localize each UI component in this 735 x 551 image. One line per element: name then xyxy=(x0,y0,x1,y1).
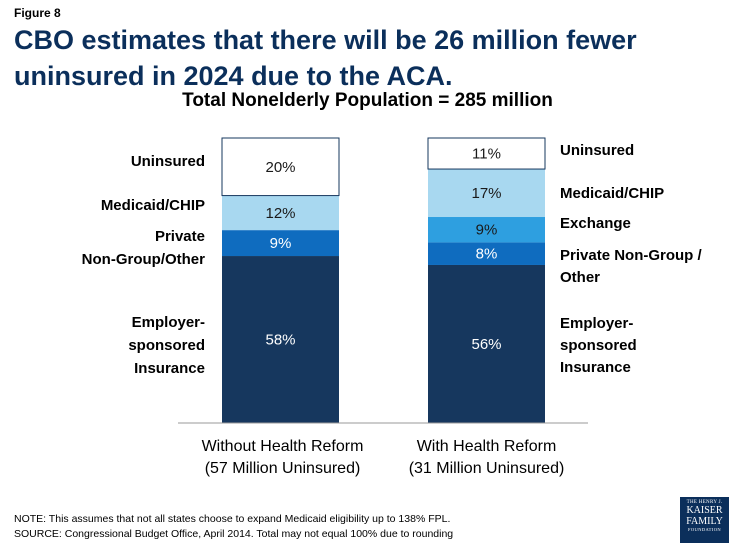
category-label-0-line-0: Without Health Reform xyxy=(202,438,364,455)
bar-segment-employer-sponsored-insurance-1 xyxy=(428,264,545,423)
right-legend-label-4-2: Insurance xyxy=(560,359,631,376)
bar-segment-medicaid-chip-0 xyxy=(222,195,339,231)
data-label-exchange-1: 9% xyxy=(476,222,498,239)
bar-segment-medicaid-chip-1 xyxy=(428,169,545,218)
chart-title: CBO estimates that there will be 26 mill… xyxy=(14,25,637,91)
bar-segment-uninsured-1 xyxy=(427,137,546,170)
right-legend-label-3-0: Private Non-Group / xyxy=(560,247,703,264)
category-label-1-line-1: (31 Million Uninsured) xyxy=(409,460,565,477)
left-legend-label-0-0: Uninsured xyxy=(131,153,205,170)
left-legend-label-2-1: Non-Group/Other xyxy=(82,251,205,268)
left-legend-label-3-2: Insurance xyxy=(134,360,205,377)
bar-segment-exchange-1 xyxy=(428,217,545,243)
left-legend-label-3-1: sponsored xyxy=(128,337,205,354)
right-legend-label-1-0: Medicaid/CHIP xyxy=(560,185,664,202)
category-label-1-line-0: With Health Reform xyxy=(417,438,557,455)
right-legend-label-2-0: Exchange xyxy=(560,215,631,232)
logo-line-1: THE HENRY J. xyxy=(686,500,723,505)
left-legend-label-1-0: Medicaid/CHIP xyxy=(101,197,205,214)
logo-line-3: FAMILY xyxy=(686,516,723,527)
right-legend-label-0-0: Uninsured xyxy=(560,142,634,159)
kff-logo: THE HENRY J. KAISER FAMILY FOUNDATION xyxy=(680,497,729,543)
left-legend-label-2-0: Private xyxy=(155,228,205,245)
footnote: NOTE: This assumes that not all states c… xyxy=(14,512,453,542)
bar-segment-employer-sponsored-insurance-0 xyxy=(222,256,339,423)
bar-segment-uninsured-0 xyxy=(221,137,340,197)
data-label-uninsured-1: 11% xyxy=(472,146,501,163)
right-legend-label-3-1: Other xyxy=(560,269,600,286)
bar-segment-private-non-group-other-1 xyxy=(428,242,545,265)
category-label-0-line-1: (57 Million Uninsured) xyxy=(205,460,361,477)
note-text: NOTE: This assumes that not all states c… xyxy=(14,513,451,525)
chart-subtitle: Total Nonelderly Population = 285 millio… xyxy=(182,90,553,111)
right-legend-label-4-1: sponsored xyxy=(560,337,637,354)
data-label-medicaid-chip-0: 12% xyxy=(265,205,295,222)
data-label-uninsured-0: 20% xyxy=(265,159,295,176)
data-label-employer-sponsored-insurance-1: 56% xyxy=(471,336,501,353)
right-legend-label-4-0: Employer- xyxy=(560,315,633,332)
data-label-private-non-group-other-1: 8% xyxy=(476,246,498,263)
logo-line-4: FOUNDATION xyxy=(688,527,721,532)
source-text: SOURCE: Congressional Budget Office, Apr… xyxy=(14,528,454,540)
logo-line-2: KAISER xyxy=(686,505,723,516)
data-label-private-non-group-other-0: 9% xyxy=(270,235,292,252)
bar-segment-private-non-group-other-0 xyxy=(222,230,339,257)
data-label-employer-sponsored-insurance-0: 58% xyxy=(265,332,295,349)
left-legend-label-3-0: Employer- xyxy=(132,314,205,331)
figure-label: Figure 8 xyxy=(14,6,61,20)
data-label-medicaid-chip-1: 17% xyxy=(471,185,501,202)
